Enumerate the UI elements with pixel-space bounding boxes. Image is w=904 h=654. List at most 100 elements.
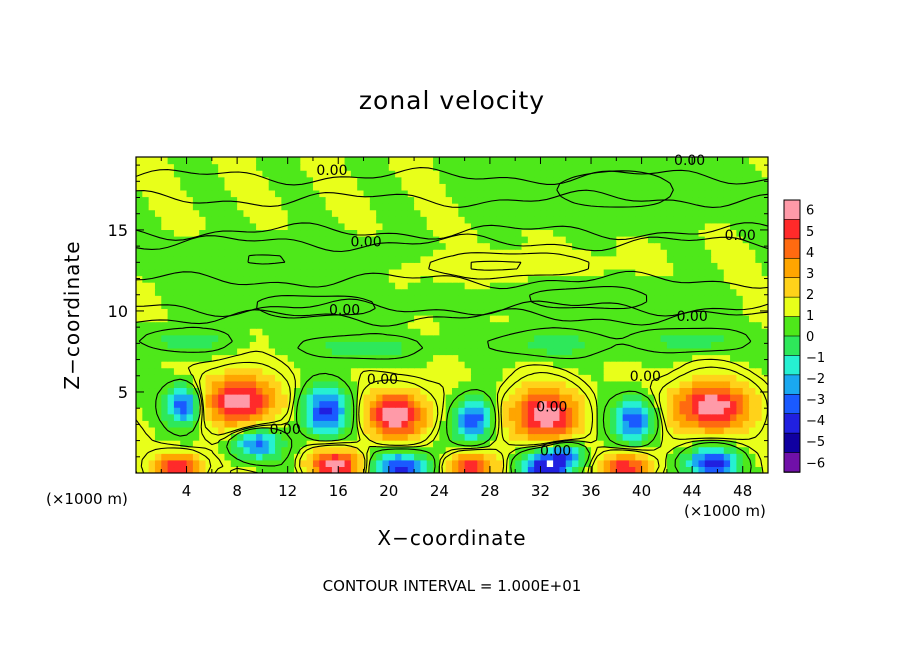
heatmap-cell bbox=[692, 189, 700, 198]
heatmap-cell bbox=[142, 361, 150, 369]
heatmap-cell bbox=[470, 236, 478, 244]
heatmap-cell bbox=[470, 334, 478, 342]
heatmap-cell bbox=[685, 341, 693, 349]
heatmap-cell bbox=[294, 413, 301, 421]
heatmap-cell bbox=[540, 236, 548, 244]
heatmap-cell bbox=[603, 440, 611, 448]
heatmap-cell bbox=[591, 196, 598, 204]
heatmap-cell bbox=[363, 189, 371, 198]
heatmap-cell bbox=[237, 275, 245, 283]
heatmap-cell bbox=[717, 216, 725, 224]
heatmap-cell bbox=[755, 216, 763, 224]
heatmap-cell bbox=[730, 315, 737, 323]
heatmap-cell bbox=[660, 374, 668, 382]
heatmap-cell bbox=[508, 275, 516, 283]
heatmap-cell bbox=[338, 222, 346, 231]
heatmap-cell bbox=[527, 176, 535, 184]
heatmap-cell bbox=[477, 203, 485, 211]
heatmap-cell bbox=[749, 380, 756, 389]
heatmap-cell bbox=[281, 216, 289, 224]
heatmap-cell bbox=[287, 222, 295, 231]
heatmap-cell bbox=[420, 236, 428, 244]
heatmap-cell bbox=[294, 209, 301, 217]
heatmap-cell bbox=[376, 466, 384, 473]
heatmap-cell bbox=[578, 189, 586, 198]
heatmap-cell bbox=[742, 183, 750, 191]
heatmap-cell bbox=[622, 328, 630, 336]
heatmap-cell bbox=[319, 295, 327, 303]
heatmap-cell bbox=[521, 295, 529, 303]
heatmap-cell bbox=[287, 446, 295, 454]
heatmap-cell bbox=[641, 341, 649, 349]
heatmap-cell bbox=[496, 282, 504, 290]
heatmap-cell bbox=[211, 222, 219, 231]
heatmap-cell bbox=[622, 374, 630, 382]
heatmap-cell bbox=[230, 440, 238, 448]
heatmap-cell bbox=[685, 446, 693, 454]
heatmap-cell bbox=[692, 282, 700, 290]
heatmap-cell bbox=[331, 315, 339, 323]
heatmap-cell bbox=[350, 413, 358, 421]
heatmap-cell bbox=[660, 334, 668, 342]
heatmap-cell bbox=[470, 170, 478, 178]
heatmap-cell bbox=[148, 354, 156, 362]
heatmap-cell bbox=[173, 176, 181, 184]
heatmap-cell bbox=[287, 394, 295, 402]
heatmap-cell bbox=[578, 282, 586, 290]
heatmap-cell bbox=[597, 163, 605, 171]
heatmap-cell bbox=[363, 334, 371, 342]
heatmap-cell bbox=[540, 394, 548, 402]
heatmap-cell bbox=[357, 413, 365, 421]
heatmap-cell bbox=[654, 347, 662, 356]
heatmap-cell bbox=[180, 183, 188, 191]
heatmap-cell bbox=[382, 170, 390, 178]
heatmap-cell bbox=[496, 249, 504, 257]
heatmap-cell bbox=[736, 380, 744, 389]
heatmap-cell bbox=[218, 216, 226, 224]
heatmap-cell bbox=[167, 328, 175, 336]
heatmap-cell bbox=[237, 196, 245, 204]
heatmap-cell bbox=[458, 222, 466, 231]
heatmap-cell bbox=[698, 242, 706, 250]
heatmap-cell bbox=[262, 440, 270, 448]
heatmap-cell bbox=[521, 394, 529, 402]
heatmap-cell bbox=[420, 242, 428, 250]
heatmap-cell bbox=[704, 229, 712, 237]
heatmap-cell bbox=[489, 446, 497, 454]
heatmap-cell bbox=[616, 420, 624, 428]
heatmap-cell bbox=[338, 216, 346, 224]
heatmap-cell bbox=[603, 380, 611, 389]
heatmap-cell bbox=[388, 440, 396, 448]
heatmap-cell bbox=[489, 420, 497, 428]
heatmap-cell bbox=[167, 183, 175, 191]
heatmap-cell bbox=[673, 249, 681, 257]
heatmap-cell bbox=[300, 183, 308, 191]
heatmap-cell bbox=[635, 347, 643, 356]
heatmap-cell bbox=[666, 374, 674, 382]
heatmap-cell bbox=[470, 394, 478, 402]
heatmap-cell bbox=[199, 420, 207, 428]
heatmap-cell bbox=[426, 176, 434, 184]
heatmap-cell bbox=[559, 176, 567, 184]
heatmap-cell bbox=[502, 420, 510, 428]
heatmap-cell bbox=[553, 387, 561, 395]
heatmap-cell bbox=[363, 394, 371, 402]
heatmap-cell bbox=[603, 374, 611, 382]
heatmap-cell bbox=[256, 308, 263, 316]
heatmap-cell bbox=[597, 328, 605, 336]
heatmap-cell bbox=[192, 255, 200, 263]
heatmap-cell bbox=[578, 242, 586, 250]
heatmap-cell bbox=[660, 328, 668, 336]
heatmap-cell bbox=[591, 374, 598, 382]
heatmap-cell bbox=[464, 361, 472, 369]
heatmap-cell bbox=[382, 394, 390, 402]
heatmap-cell bbox=[452, 387, 459, 395]
heatmap-cell bbox=[597, 426, 605, 435]
heatmap-cell bbox=[357, 203, 365, 211]
heatmap-cell bbox=[673, 354, 681, 362]
heatmap-cell bbox=[401, 222, 409, 231]
heatmap-cell bbox=[603, 242, 611, 250]
heatmap-cell bbox=[559, 367, 567, 375]
heatmap-cell bbox=[243, 321, 251, 329]
heatmap-cell bbox=[546, 413, 554, 421]
